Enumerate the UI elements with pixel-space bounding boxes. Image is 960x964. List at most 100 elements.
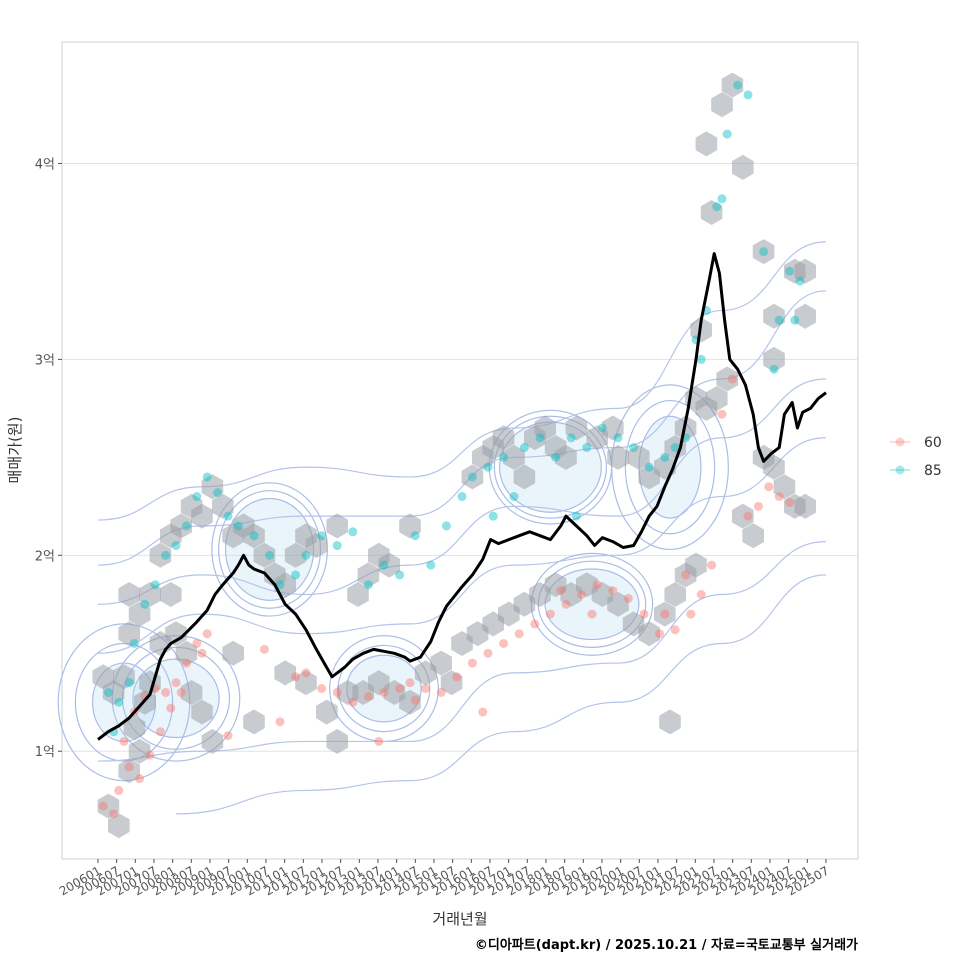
hex-bin-109 [721, 72, 744, 98]
point-60-31 [421, 684, 431, 694]
hex-bin-48 [326, 728, 348, 754]
hex-bin-56 [440, 670, 463, 696]
point-60-3 [124, 762, 134, 772]
point-60-57 [785, 497, 795, 507]
hex-bin-13 [139, 582, 161, 607]
point-85-24 [379, 560, 389, 570]
point-85-56 [696, 354, 706, 364]
point-85-14 [233, 521, 243, 531]
point-85-37 [582, 443, 592, 453]
hex-bin-20 [201, 474, 224, 500]
point-85-35 [551, 452, 561, 462]
hex-bin-15 [149, 542, 172, 568]
hex-bin-24 [243, 523, 265, 549]
hex-bin-53 [399, 689, 421, 715]
point-85-5 [140, 599, 150, 609]
point-60-42 [592, 580, 602, 590]
point-85-39 [613, 433, 623, 443]
point-60-64 [681, 570, 691, 580]
hex-bin-40 [180, 680, 203, 705]
point-85-34 [535, 433, 545, 443]
point-85-10 [192, 492, 202, 502]
legend-item-60: 60 [890, 435, 942, 451]
point-60-33 [452, 672, 462, 682]
point-85-59 [571, 511, 581, 521]
hex-bin-99 [742, 523, 764, 549]
point-60-54 [753, 501, 763, 511]
point-85-9 [181, 521, 191, 531]
point-60-43 [608, 586, 618, 596]
point-60-13 [135, 774, 145, 784]
point-60-2 [114, 785, 124, 795]
point-85-4 [129, 638, 139, 648]
hex-bin-38 [165, 621, 187, 647]
point-60-38 [530, 619, 540, 629]
density-contour-1-3 [211, 482, 328, 617]
point-85-55 [795, 276, 805, 286]
hex-bin-70 [654, 601, 676, 627]
point-60-44 [623, 593, 633, 603]
hex-bin-28 [284, 542, 307, 568]
hex-bin-21 [212, 493, 234, 519]
hex-bin-46 [295, 670, 317, 696]
density-contour-5-2 [624, 399, 716, 535]
point-85-2 [124, 678, 134, 688]
y-tick-label-3: 4억 [35, 157, 55, 172]
legend: 60 85 [890, 435, 942, 479]
hex-bin-104 [794, 493, 816, 519]
plot-panel [61, 41, 859, 860]
y-tick-label-0: 1억 [35, 745, 55, 760]
hex-bin-35 [378, 552, 400, 578]
hex-bin-97 [659, 709, 681, 735]
point-60-11 [192, 638, 202, 648]
density-contour-5-3 [611, 384, 729, 551]
density-contour-6-2 [74, 642, 174, 762]
point-60-35 [483, 648, 493, 658]
point-85-7 [161, 550, 171, 560]
hex-bin-19 [191, 503, 213, 529]
hex-bin-47 [316, 699, 338, 725]
hex-bin-39 [175, 640, 198, 666]
hex-bin-108 [711, 92, 733, 118]
legend-label-60: 60 [924, 435, 942, 451]
hex-bin-77 [492, 425, 515, 451]
trend-line [97, 252, 827, 741]
point-85-43 [670, 443, 680, 453]
point-60-9 [171, 678, 181, 688]
hex-bin-78 [503, 444, 525, 470]
point-60-61 [556, 586, 566, 596]
x-axis-ticks: 2006012006072007012007072008012008072009… [57, 859, 832, 899]
hex-bin-36 [399, 513, 421, 539]
point-60-18 [197, 648, 207, 658]
point-85-15 [249, 531, 259, 541]
hex-bins [92, 72, 816, 839]
point-85-11 [202, 472, 212, 482]
point-60-39 [545, 609, 555, 619]
point-60-17 [176, 687, 186, 697]
hex-bin-71 [664, 582, 686, 607]
point-60-58 [478, 707, 488, 717]
point-60-47 [670, 625, 680, 635]
hex-bin-44 [243, 709, 265, 735]
hex-bin-25 [253, 542, 276, 568]
point-60-16 [166, 703, 176, 713]
point-85-22 [348, 527, 358, 537]
point-85-1 [114, 697, 124, 707]
legend-item-85: 85 [890, 463, 942, 479]
point-85-0 [103, 687, 113, 697]
hex-bin-4 [108, 813, 130, 839]
point-85-53 [774, 315, 784, 325]
point-85-52 [769, 364, 779, 374]
hex-bin-67 [607, 591, 629, 617]
point-85-28 [457, 492, 467, 502]
point-85-40 [629, 443, 639, 453]
source-caption: ©디아파트(dapt.kr) / 2025.10.21 / 자료=국토교통부 실… [474, 938, 858, 953]
legend-marker-60 [895, 437, 905, 447]
hex-bin-74 [461, 464, 484, 490]
point-60-59 [374, 736, 384, 746]
density-band-2 [97, 378, 827, 605]
density-band-0 [97, 241, 827, 521]
hex-bin-55 [430, 650, 452, 676]
